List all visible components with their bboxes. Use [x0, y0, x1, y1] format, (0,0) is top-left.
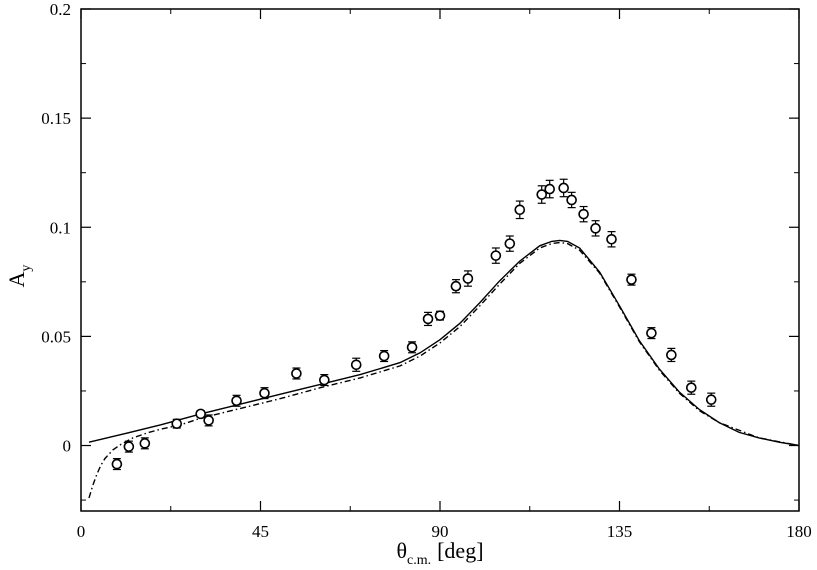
- point-marker: [406, 342, 418, 353]
- y-tick-label: 0.2: [50, 0, 71, 19]
- dash-dot-curve: [88, 241, 800, 499]
- data-point: [434, 310, 446, 321]
- data-point: [490, 247, 502, 264]
- data-point: [319, 373, 330, 387]
- data-point: [646, 327, 657, 340]
- data-point: [171, 418, 183, 429]
- data-point: [406, 341, 418, 354]
- point-marker: [558, 182, 569, 194]
- data-point: [378, 349, 390, 363]
- data-point: [422, 311, 434, 327]
- x-axis-title-subscript: c.m.: [407, 553, 431, 568]
- point-marker: [171, 418, 183, 429]
- point-marker: [123, 441, 135, 452]
- data-point: [578, 205, 589, 223]
- data-point: [705, 392, 717, 407]
- data-point: [123, 440, 135, 453]
- point-marker: [606, 233, 617, 245]
- x-axis-title-unit: [deg]: [437, 538, 483, 563]
- data-point: [558, 178, 569, 198]
- data-point: [195, 408, 206, 420]
- point-marker: [259, 387, 270, 399]
- point-marker: [434, 310, 446, 321]
- point-marker: [685, 382, 697, 393]
- point-marker: [566, 194, 577, 206]
- x-axis-title-main: θ: [396, 538, 407, 563]
- y-axis: 0 0.05 0.1 0.15 0.2: [41, 0, 799, 501]
- y-axis-title-subscript: y: [19, 265, 34, 272]
- data-point: [566, 191, 577, 209]
- data-point: [544, 179, 555, 199]
- point-marker: [231, 395, 242, 407]
- data-point: [666, 347, 677, 363]
- point-marker: [291, 368, 302, 379]
- point-marker: [378, 350, 390, 362]
- data-point: [291, 367, 302, 380]
- y-tick-label: 0: [63, 437, 72, 456]
- plot-frame: [80, 8, 800, 512]
- point-marker: [544, 183, 555, 195]
- x-tick-label: 135: [607, 522, 633, 541]
- point-marker: [504, 238, 516, 249]
- point-marker: [450, 280, 462, 292]
- data-point: [536, 185, 548, 204]
- y-axis-title-main: A: [4, 271, 29, 287]
- data-point: [606, 231, 617, 248]
- point-marker: [350, 359, 362, 371]
- point-marker: [203, 415, 214, 426]
- x-tick-label: 45: [252, 522, 269, 541]
- y-tick-label: 0.15: [41, 109, 71, 128]
- point-marker: [319, 374, 330, 386]
- data-point: [626, 273, 637, 286]
- data-point: [450, 279, 462, 294]
- data-point: [111, 458, 123, 471]
- point-marker: [626, 274, 637, 285]
- x-axis-title: θc.m. [deg]: [396, 538, 483, 568]
- point-marker: [666, 349, 677, 361]
- data-point: [590, 220, 601, 237]
- data-point: [350, 357, 362, 372]
- x-tick-label: 180: [786, 522, 812, 541]
- y-tick-label: 0.05: [41, 327, 71, 346]
- data-point: [462, 270, 474, 287]
- point-marker: [139, 438, 151, 449]
- point-marker: [490, 250, 502, 261]
- data-points: [111, 178, 717, 471]
- point-marker: [462, 273, 474, 284]
- data-point: [259, 387, 270, 400]
- x-axis: 0 45 90 135 180: [77, 9, 812, 541]
- y-axis-title: Ay: [4, 265, 34, 288]
- data-point: [514, 200, 526, 220]
- data-point: [231, 394, 242, 407]
- point-marker: [590, 223, 601, 234]
- x-tick-label: 0: [77, 522, 86, 541]
- solid-curve: [88, 239, 800, 447]
- point-marker: [195, 408, 206, 420]
- data-point: [504, 235, 516, 252]
- point-marker: [705, 394, 717, 405]
- point-marker: [422, 313, 434, 325]
- point-marker: [536, 189, 548, 200]
- data-point: [139, 437, 151, 450]
- x-tick-label: 90: [432, 522, 449, 541]
- theory-curves: [88, 239, 800, 499]
- point-marker: [646, 327, 657, 339]
- data-point: [203, 414, 214, 427]
- point-marker: [578, 208, 589, 220]
- data-point: [685, 380, 697, 395]
- point-marker: [111, 458, 123, 470]
- point-marker: [514, 204, 526, 216]
- y-tick-label: 0.1: [50, 218, 71, 237]
